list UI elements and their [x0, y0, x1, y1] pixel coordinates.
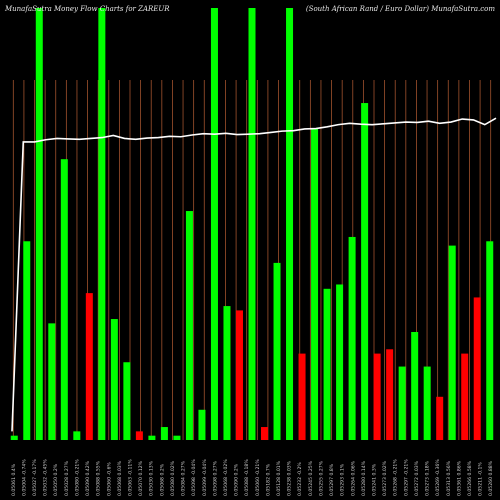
x-tick-label: 0.05245 0.25% — [308, 460, 314, 496]
x-tick-label: 0.05273 0.18% — [425, 460, 431, 496]
x-tick-label: 0.05264 0.06% — [350, 460, 356, 496]
x-tick-label: 0.05068 0.03% — [117, 460, 123, 496]
x-tick-label: 0.05060 -0.6% — [106, 462, 112, 496]
money-flow-bar-up — [60, 159, 68, 440]
chart-subtitle: (South African Rand / Euro Dollar) Munaf… — [305, 5, 495, 13]
money-flow-bar-up — [23, 241, 31, 440]
x-tick-label: 0.05032 -0.45% — [43, 459, 49, 496]
x-tick-label: 0.05361 0.86% — [456, 460, 462, 496]
x-tick-label: 0.05273 0.02% — [382, 460, 388, 496]
money-flow-bar-up — [311, 128, 319, 440]
money-flow-bars — [10, 8, 494, 440]
money-flow-bar-up — [35, 8, 43, 440]
money-flow-bar-up — [286, 8, 294, 440]
money-flow-bar-down — [473, 297, 481, 440]
money-flow-bar-up — [223, 306, 231, 440]
x-tick-label: 0.05293 0.1% — [340, 463, 346, 496]
money-flow-bar-down — [135, 431, 143, 440]
x-tick-label: 0.05004 -0.74% — [21, 459, 27, 496]
money-flow-bar-up — [398, 366, 406, 440]
money-flow-bar-down — [461, 353, 469, 440]
money-flow-bar-up — [110, 319, 118, 440]
x-tick-label: 0.05068 0.2% — [159, 463, 165, 496]
money-flow-bar-up — [73, 431, 81, 440]
money-flow-bar-up — [185, 211, 193, 440]
x-tick-label: 0.05232 -0.2% — [297, 462, 303, 496]
x-tick-label: 0.05030 0.13% — [149, 460, 155, 496]
x-tick-label: 0.05128 0.01% — [276, 460, 282, 496]
x-tick-label: 0.05266 0.58% — [467, 460, 473, 496]
x-tick-label: 0.05061 0.4% — [11, 463, 17, 496]
money-flow-bar-up — [10, 435, 18, 440]
x-tick-label: 0.05098 -0.04% — [191, 459, 197, 496]
x-tick-label: 0.05098 0.27% — [212, 460, 218, 496]
x-tick-label: 0.05297 0.8% — [329, 463, 335, 496]
price-line — [11, 117, 497, 432]
x-tick-label: 0.05060 -0.21% — [255, 459, 261, 496]
x-tick-label: 0.05268 -0.21% — [393, 459, 399, 496]
money-flow-bar-up — [248, 8, 256, 440]
price-line-layer — [11, 117, 497, 432]
money-flow-bar-up — [123, 362, 131, 440]
money-flow-bar-up — [423, 366, 431, 440]
x-tick-label: 0.05297 -0.21% — [403, 459, 409, 496]
money-flow-bar-down — [85, 293, 93, 440]
money-flow-bar-down — [386, 349, 394, 440]
x-tick-label: 0.05269 -0.36% — [435, 459, 441, 496]
money-flow-bar-up — [273, 262, 281, 440]
x-tick-label: 0.05272 0.03% — [414, 460, 420, 496]
x-tick-label: 0.05090 0.42% — [85, 460, 91, 496]
x-tick-label: 0.05182 0.7% — [265, 463, 271, 496]
x-tick-label: 0.05238 0.03% — [287, 460, 293, 496]
x-tick-label: 0.05080 -0.21% — [74, 459, 80, 496]
money-flow-bar-down — [436, 396, 444, 440]
money-flow-bar-up — [348, 236, 356, 440]
money-flow-bar-up — [486, 241, 494, 440]
x-tick-label: 0.05313 0.56% — [446, 460, 452, 496]
x-tick-label: 0.05088 -0.18% — [244, 459, 250, 496]
x-tick-label: 0.05241 0.3% — [372, 463, 378, 496]
money-flow-bar-up — [148, 435, 156, 440]
money-flow-bar-up — [411, 332, 419, 440]
money-flow-bar-up — [210, 8, 218, 440]
money-flow-bar-up — [323, 288, 331, 440]
x-tick-label: 0.05063 -0.11% — [128, 459, 134, 496]
money-flow-bar-up — [98, 8, 106, 440]
money-flow-bar-up — [173, 435, 181, 440]
x-tick-label: 0.05080 0.02% — [170, 460, 176, 496]
x-tick-label: 0.05068 -0.02% — [223, 459, 229, 496]
x-tick-label: 0.05255 0.27% — [318, 460, 324, 496]
x-tick-label: 0.05260 0.88% — [488, 460, 494, 496]
money-flow-bar-up — [198, 409, 206, 440]
chart-title: MunafaSutra Money Flow Charts for ZAREUR — [5, 5, 170, 13]
x-tick-label: 0.05070 0.12% — [138, 460, 144, 496]
x-tick-label: 0.05211 -0.1% — [478, 462, 484, 496]
x-tick-label: 0.05280 0.14% — [361, 460, 367, 496]
money-flow-bar-down — [261, 427, 269, 440]
money-flow-bar-up — [361, 103, 369, 440]
x-tick-label: 0.05099 -0.04% — [202, 459, 208, 496]
money-flow-bar-up — [448, 245, 456, 440]
x-tick-label: 0.05090 0.2% — [234, 463, 240, 496]
x-tick-label: 0.05084 0.27% — [181, 460, 187, 496]
money-flow-bar-up — [48, 323, 56, 440]
money-flow-bar-up — [336, 284, 344, 440]
money-flow-bar-up — [160, 427, 168, 440]
money-flow-bar-down — [235, 310, 243, 440]
x-tick-label: 0.05050 0.2% — [53, 463, 59, 496]
x-tick-label: 0.05088 0.55% — [96, 460, 102, 496]
x-axis-labels: 0.05061 0.4% 0.05004 -0.74% 0.05027 -0.17%… — [11, 459, 494, 496]
x-tick-label: 0.05028 0.27% — [64, 460, 70, 496]
money-flow-bar-down — [298, 353, 306, 440]
money-flow-bar-down — [373, 353, 381, 440]
x-tick-label: 0.05027 -0.17% — [32, 459, 38, 496]
